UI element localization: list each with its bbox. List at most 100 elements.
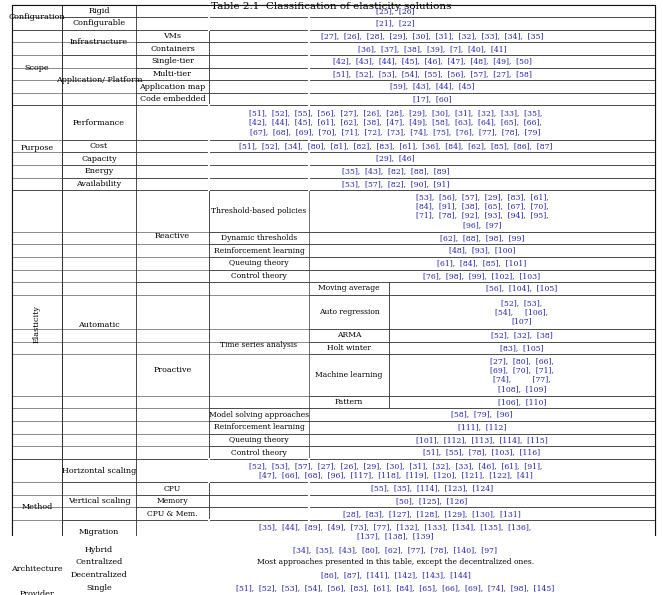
Text: Reinforcement learning: Reinforcement learning (213, 423, 304, 431)
Bar (209, 495, 655, 508)
Bar (136, 93, 209, 105)
Text: [51],  [55],  [78],  [103],  [116]: [51], [55], [78], [103], [116] (424, 449, 540, 456)
Text: [36],  [37],  [38],  [39],  [7],  [40],  [41]: [36], [37], [38], [39], [7], [40], [41] (357, 45, 507, 53)
Bar (309, 295, 389, 329)
Text: [86],  [87],  [141],  [142],  [143],  [144]: [86], [87], [141], [142], [143], [144] (321, 571, 470, 579)
Bar (389, 342, 655, 354)
Text: Infrastructure: Infrastructure (70, 38, 128, 46)
Bar (309, 354, 389, 396)
Text: Application map: Application map (139, 83, 206, 90)
Bar (209, 270, 309, 282)
Bar (209, 42, 655, 55)
Bar (209, 421, 309, 434)
Bar (309, 342, 389, 354)
Bar (136, 495, 209, 508)
Bar (309, 190, 655, 231)
Bar (136, 520, 655, 544)
Bar (136, 140, 655, 152)
Bar (209, 190, 309, 231)
Bar (62, 556, 136, 569)
Bar (209, 245, 309, 257)
Bar (62, 140, 136, 152)
Text: [52],  [32],  [38]: [52], [32], [38] (491, 331, 553, 339)
Text: Vertical scaling: Vertical scaling (68, 497, 131, 505)
Text: Migration: Migration (79, 528, 119, 536)
Text: Holt winter: Holt winter (327, 344, 371, 352)
Bar (209, 508, 655, 520)
Text: Moving average: Moving average (318, 284, 380, 293)
Text: Configurable: Configurable (72, 20, 125, 27)
Text: [35],  [44],  [89],  [49],  [73],  [77],  [132],  [133],  [134],  [135],  [136],: [35], [44], [89], [49], [73], [77], [132… (259, 523, 532, 540)
Bar (62, 105, 136, 140)
Text: [28],  [83],  [127],  [128],  [129],  [130],  [131]: [28], [83], [127], [128], [129], [130], … (343, 510, 521, 518)
Bar (209, 482, 655, 495)
Text: [52],  [53],
[54],     [106],
[107]: [52], [53], [54], [106], [107] (495, 299, 548, 325)
Text: [51],  [52],  [53],  [54],  [55],  [56],  [57],  [27],  [58]: [51], [52], [53], [54], [55], [56], [57]… (333, 70, 532, 78)
Bar (309, 446, 655, 459)
Text: [58],  [79],  [96]: [58], [79], [96] (452, 411, 512, 419)
Bar (12, 105, 62, 190)
Bar (136, 569, 655, 581)
Text: [55],  [35],  [114],  [123],  [124]: [55], [35], [114], [123], [124] (371, 484, 493, 493)
Text: Rigid: Rigid (88, 7, 110, 15)
Bar (209, 55, 655, 68)
Text: Containers: Containers (150, 45, 195, 53)
Text: Hybrid: Hybrid (85, 546, 113, 554)
Text: [21],  [22]: [21], [22] (376, 20, 415, 27)
Text: Purpose: Purpose (21, 144, 54, 152)
Bar (62, 152, 136, 165)
Text: Control theory: Control theory (231, 272, 287, 280)
Text: [52],  [53],  [57],  [27],  [26],  [29],  [30],  [31],  [32],  [33],  [46],  [61: [52], [53], [57], [27], [26], [29], [30]… (249, 462, 542, 479)
Text: Horizontal scaling: Horizontal scaling (62, 466, 136, 475)
Text: VMs: VMs (164, 32, 182, 40)
Text: [51],  [52],  [34],  [80],  [81],  [82],  [83],  [61],  [36],  [84],  [62],  [85: [51], [52], [34], [80], [81], [82], [83]… (239, 142, 552, 150)
Bar (62, 177, 136, 190)
Text: [34],  [35],  [43],  [80],  [62],  [77],  [78],  [140],  [97]: [34], [35], [43], [80], [62], [77], [78]… (294, 546, 497, 554)
Text: [27],  [80],  [66],
[69],  [70],  [71],
[74],         [77],
[108],  [109]: [27], [80], [66], [69], [70], [71], [74]… (490, 357, 554, 393)
Text: Performance: Performance (73, 118, 125, 127)
Bar (136, 55, 209, 68)
Bar (62, 190, 136, 459)
Bar (209, 257, 309, 270)
Bar (309, 329, 389, 342)
Bar (136, 508, 209, 520)
Bar (62, 17, 136, 30)
Text: Most approaches presented in this table, except the decentralized ones.: Most approaches presented in this table,… (257, 559, 534, 566)
Bar (12, 5, 62, 30)
Text: Single-tier: Single-tier (151, 57, 194, 65)
Bar (309, 282, 389, 295)
Text: [53],  [57],  [82],  [90],  [91]: [53], [57], [82], [90], [91] (342, 180, 450, 188)
Bar (12, 30, 62, 105)
Bar (136, 556, 655, 569)
Bar (209, 446, 309, 459)
Bar (136, 165, 655, 177)
Text: Dynamic thresholds: Dynamic thresholds (221, 234, 297, 242)
Text: Code embedded: Code embedded (140, 95, 206, 103)
Text: Single: Single (86, 584, 112, 591)
Text: [101],  [112],  [113],  [114],  [115]: [101], [112], [113], [114], [115] (416, 436, 548, 444)
Bar (136, 30, 209, 42)
Bar (209, 68, 655, 80)
Text: Memory: Memory (156, 497, 188, 505)
Text: Proactive: Proactive (153, 367, 192, 374)
Bar (209, 282, 309, 408)
Text: Table 2.1  Classiﬁcation of elasticity solutions: Table 2.1 Classiﬁcation of elasticity so… (211, 2, 452, 11)
Bar (136, 282, 209, 459)
Text: Pattern: Pattern (335, 398, 363, 406)
Bar (136, 594, 655, 595)
Bar (209, 93, 655, 105)
Bar (136, 68, 209, 80)
Bar (12, 459, 62, 556)
Bar (389, 282, 655, 295)
Bar (136, 190, 209, 282)
Bar (389, 396, 655, 408)
Text: [51],  [52],  [55],  [56],  [27],  [26],  [28],  [29],  [30],  [31],  [32],  [33: [51], [52], [55], [56], [27], [26], [28]… (249, 109, 542, 136)
Text: Multi-tier: Multi-tier (153, 70, 192, 78)
Bar (136, 544, 655, 556)
Text: Application/ Platform: Application/ Platform (56, 76, 143, 84)
Text: [48],  [93],  [100]: [48], [93], [100] (449, 246, 515, 255)
Text: Time series analysis: Time series analysis (220, 342, 298, 349)
Text: [106],  [110]: [106], [110] (498, 398, 546, 406)
Bar (209, 231, 309, 245)
Text: Architecture: Architecture (11, 565, 63, 573)
